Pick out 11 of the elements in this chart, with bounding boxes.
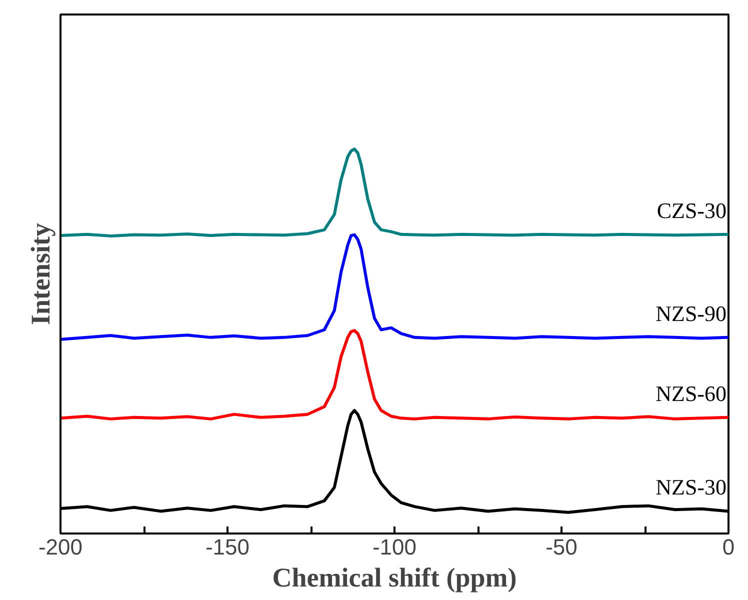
- x-tick-label: 0: [722, 534, 735, 560]
- x-tick-label: -100: [372, 534, 417, 560]
- y-axis-title: Intensity: [26, 222, 56, 326]
- series-label: NZS-90: [656, 300, 727, 326]
- x-axis-title: Chemical shift (ppm): [272, 562, 517, 592]
- series-label: NZS-60: [656, 380, 727, 406]
- x-tick-label: -50: [546, 534, 578, 560]
- x-tick-label: -200: [38, 534, 83, 560]
- x-tick-label: -150: [205, 534, 250, 560]
- series-label: NZS-30: [656, 474, 727, 500]
- series-label: CZS-30: [656, 198, 727, 223]
